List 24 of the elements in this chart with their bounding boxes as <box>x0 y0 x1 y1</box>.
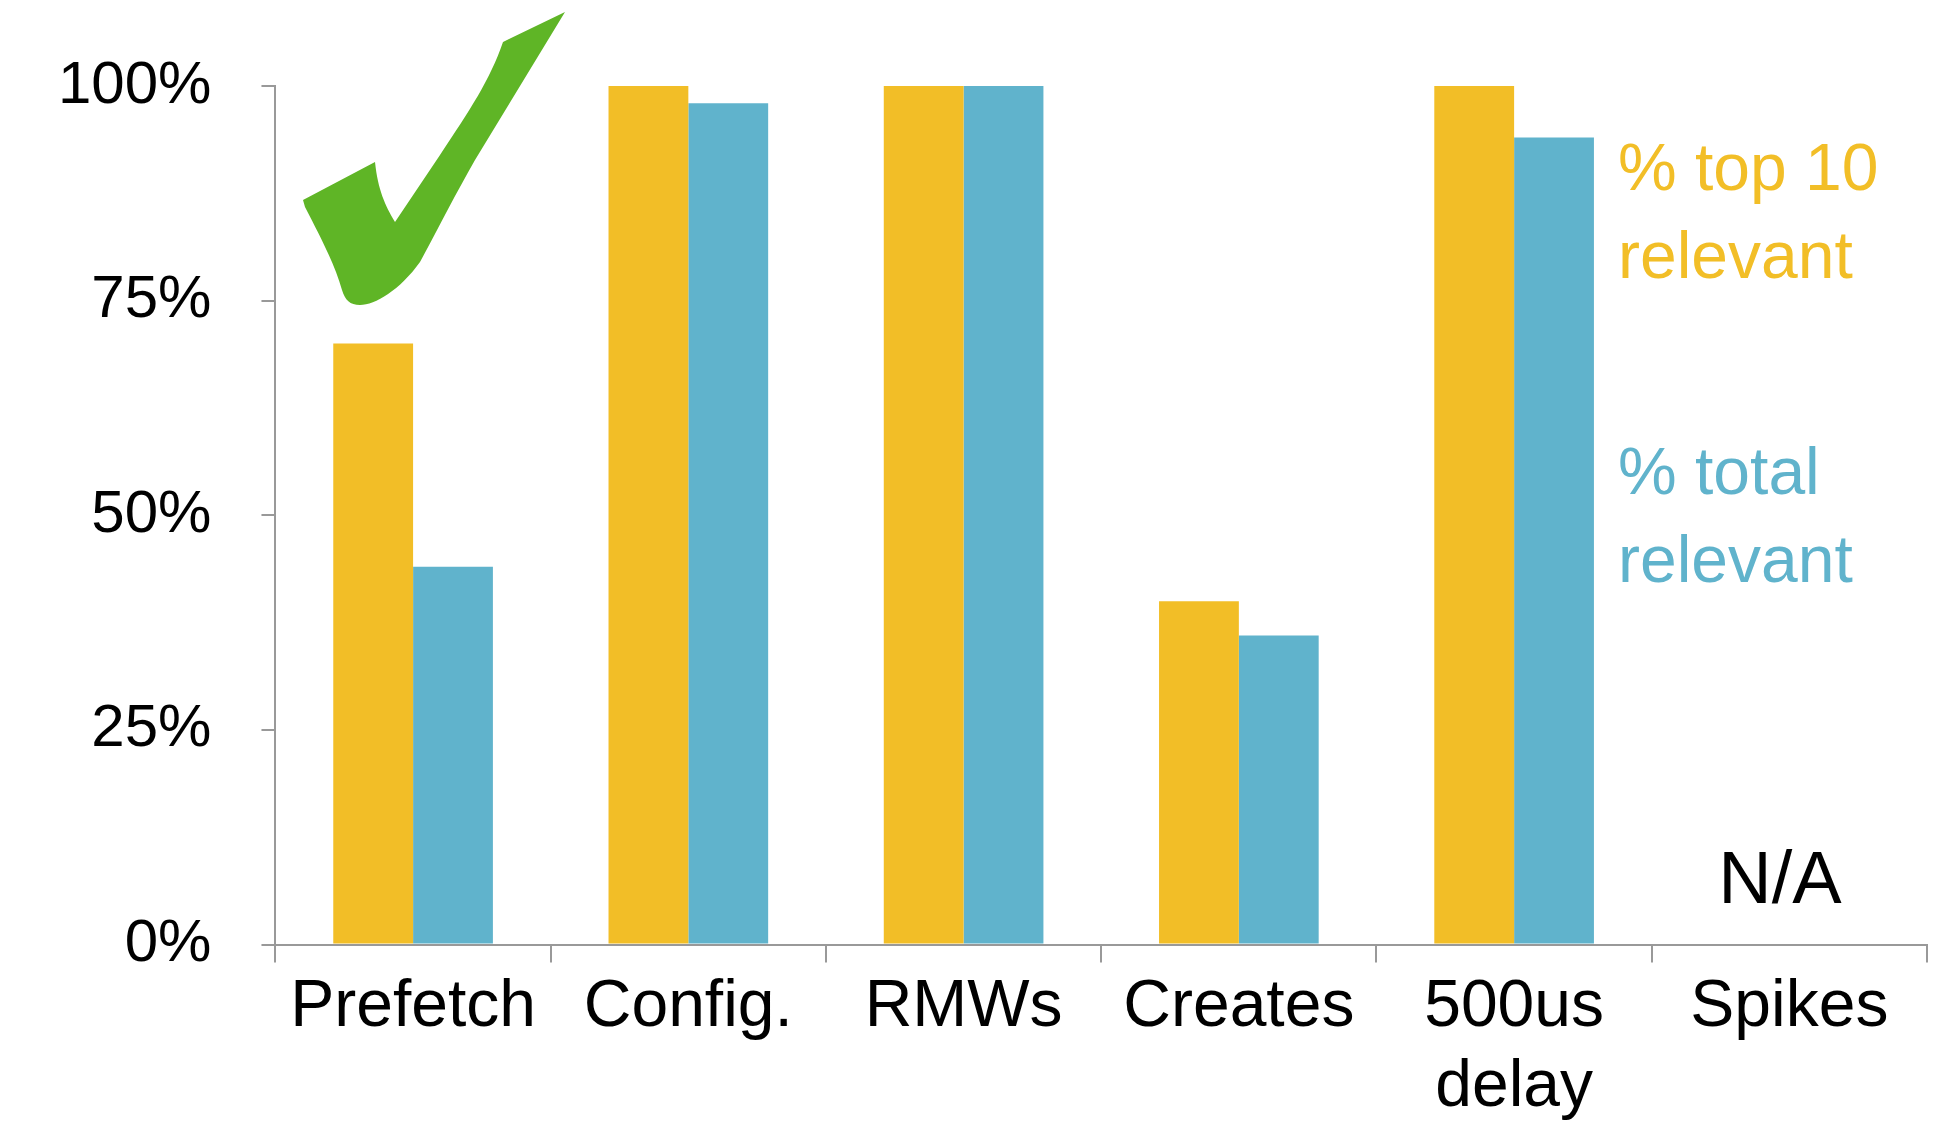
series-label: % total relevant <box>1618 434 1853 596</box>
bar <box>1159 601 1239 944</box>
x-tick-label: Creates <box>1123 966 1355 1041</box>
x-tick-label: Spikes <box>1690 966 1889 1041</box>
x-tick-label: 500us delay <box>1424 966 1605 1120</box>
x-tick-label: RMWs <box>864 966 1063 1041</box>
bar <box>413 566 493 944</box>
bar <box>1238 635 1319 944</box>
bar <box>1434 86 1515 944</box>
y-tick-label: 0% <box>124 907 212 975</box>
annotation: N/A <box>1718 835 1843 919</box>
y-tick-label: 100% <box>57 48 212 116</box>
x-tick-label: Config. <box>583 966 793 1041</box>
x-tick-label: Prefetch <box>290 966 536 1041</box>
bar <box>608 86 689 944</box>
y-tick-label: 50% <box>91 477 212 545</box>
bar <box>883 86 964 944</box>
bar <box>963 86 1044 944</box>
y-tick-label: 75% <box>91 263 212 331</box>
bar <box>688 103 769 944</box>
bar <box>333 343 414 944</box>
series-label: % top 10 relevant <box>1618 130 1879 292</box>
y-tick-label: 25% <box>91 692 212 760</box>
bar <box>1514 137 1594 944</box>
